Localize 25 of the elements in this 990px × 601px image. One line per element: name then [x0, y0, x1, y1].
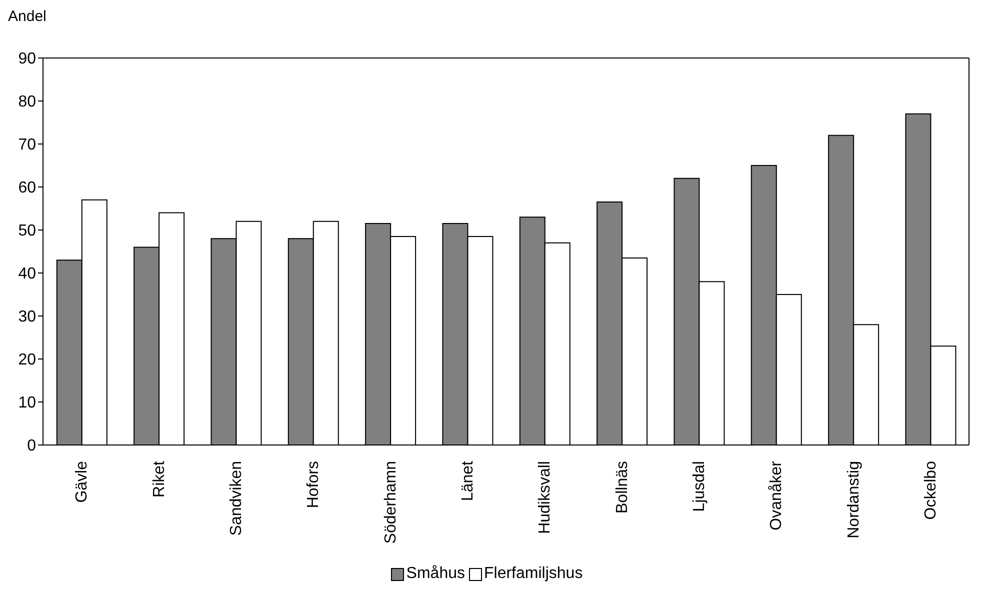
- x-tick-label: Hofors: [305, 461, 322, 508]
- y-tick-label: 60: [18, 180, 36, 197]
- x-tick-label: Länet: [459, 460, 476, 502]
- x-tick-label: Sandviken: [228, 461, 245, 536]
- x-tick-label: Ockelbo: [922, 460, 940, 520]
- y-tick-label: 70: [18, 136, 36, 154]
- legend-label: Flerfamiljshus: [483, 565, 583, 583]
- x-tick-label: Bollnäs: [614, 461, 631, 514]
- y-tick-label: 90: [18, 50, 36, 68]
- x-tick-label: Nordanstig: [845, 461, 862, 538]
- legend-label: Småhus: [405, 565, 465, 583]
- y-tick-label: 30: [18, 308, 36, 326]
- x-tick-label: Riket: [150, 460, 168, 498]
- y-tick-label: 50: [18, 222, 36, 240]
- y-axis-title: Andel: [8, 8, 46, 25]
- y-tick-label: 0: [27, 438, 36, 455]
- y-tick-label: 40: [18, 266, 36, 283]
- y-tick-label: 10: [18, 394, 36, 412]
- x-tick-label: Hudiksvall: [536, 461, 554, 534]
- x-tick-label: Ovanåker: [768, 460, 786, 530]
- x-tick-label: Gävle: [74, 460, 91, 503]
- x-tick-label: Ljusdal: [690, 461, 708, 512]
- y-tick-label: 80: [18, 94, 36, 111]
- y-tick-label: 20: [18, 352, 36, 369]
- x-tick-label: Söderhamn: [382, 461, 400, 544]
